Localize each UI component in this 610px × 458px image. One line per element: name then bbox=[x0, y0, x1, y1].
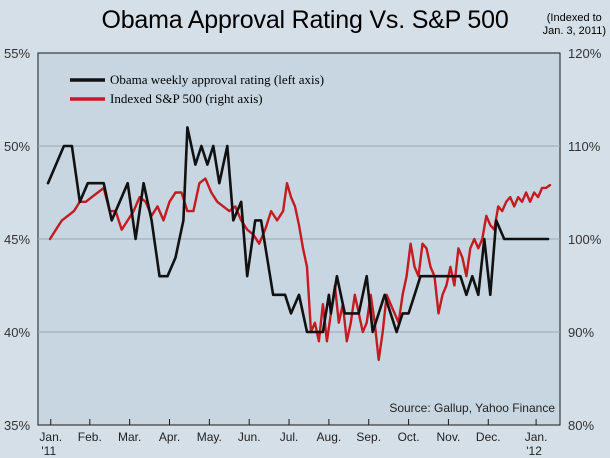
x-tick-label: Jan. bbox=[525, 430, 548, 444]
x-tick-label: Apr. bbox=[159, 430, 180, 444]
x-tick-label: May. bbox=[197, 430, 222, 444]
legend: Obama weekly approval rating (left axis)… bbox=[70, 72, 324, 106]
left-tick-label: 55% bbox=[4, 46, 30, 61]
left-tick-label: 45% bbox=[4, 232, 30, 247]
left-tick-label: 50% bbox=[4, 139, 30, 154]
x-tick-label: Feb. bbox=[78, 430, 102, 444]
source-note: Source: Gallup, Yahoo Finance bbox=[389, 401, 555, 415]
legend-label-approval: Obama weekly approval rating (left axis) bbox=[110, 72, 324, 87]
x-tick-label: Jun. bbox=[238, 430, 261, 444]
x-tick-label: Jul. bbox=[280, 430, 299, 444]
x-tick-label: Dec. bbox=[476, 430, 501, 444]
right-tick-label: 110% bbox=[568, 139, 601, 154]
index-note-line-1: (Indexed to bbox=[546, 12, 602, 24]
right-tick-label: 90% bbox=[568, 325, 594, 340]
x-tick-label: Mar. bbox=[118, 430, 141, 444]
series-layer bbox=[46, 126, 552, 362]
legend-label-sp500: Indexed S&P 500 (right axis) bbox=[110, 91, 263, 106]
chart-title: Obama Approval Rating Vs. S&P 500 bbox=[101, 6, 509, 34]
x-tick-label: Oct. bbox=[398, 430, 420, 444]
index-note: (Indexed to Jan. 3, 2011) bbox=[543, 12, 606, 38]
x-tick-year: '11 bbox=[41, 444, 56, 458]
left-axis: 55% 50% 45% 40% 35% bbox=[4, 46, 30, 433]
right-tick-label: 80% bbox=[568, 418, 594, 433]
right-tick-label: 100% bbox=[568, 232, 602, 247]
x-tick-label: Sep. bbox=[356, 430, 381, 444]
x-tick-label: Nov. bbox=[437, 430, 461, 444]
index-note-line-2: Jan. 3, 2011) bbox=[542, 25, 606, 37]
x-tick-label: Jan. bbox=[39, 430, 62, 444]
right-axis: 120% 110% 100% 90% 80% bbox=[568, 46, 602, 433]
left-tick-label: 40% bbox=[4, 325, 30, 340]
x-tick-label: Aug. bbox=[317, 430, 342, 444]
right-tick-label: 120% bbox=[568, 46, 602, 61]
x-tick-year: '12 bbox=[526, 444, 542, 458]
left-tick-label: 35% bbox=[4, 418, 30, 433]
